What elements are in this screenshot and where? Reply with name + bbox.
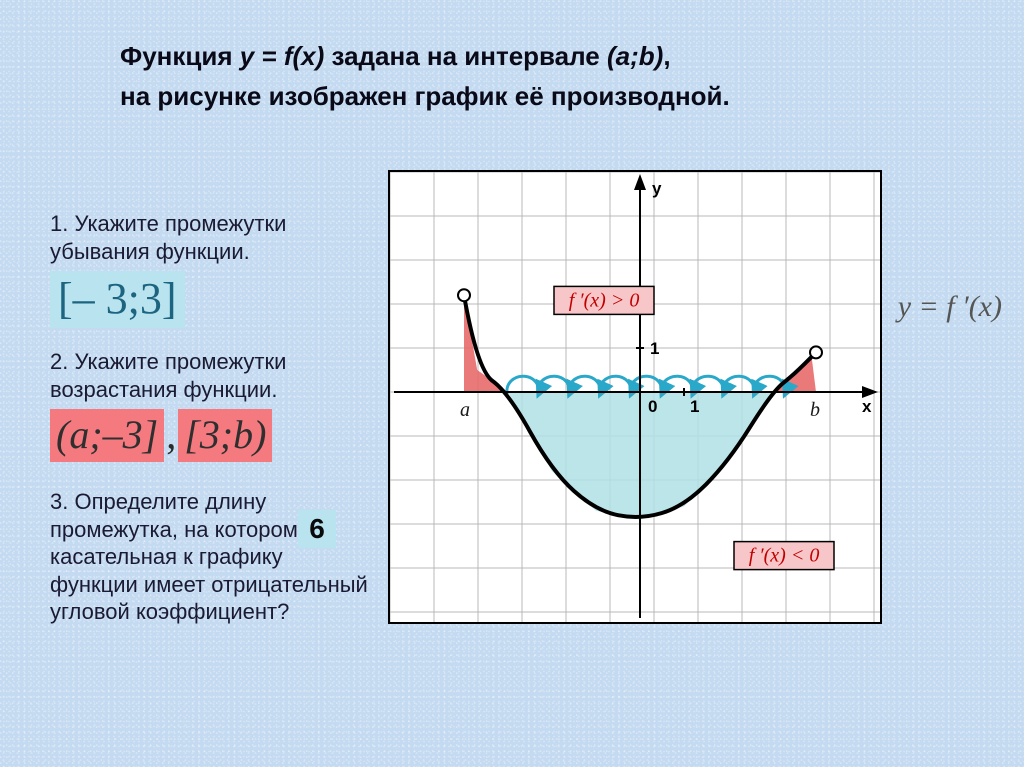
question-3: 3. Определите длину промежутка, на котор… xyxy=(50,488,370,626)
svg-text:b: b xyxy=(810,399,820,421)
question-2: 2. Укажите промежутки возрастания функци… xyxy=(50,348,370,403)
answer-2a: (a;–3] xyxy=(50,409,164,462)
title-post: , xyxy=(663,41,670,71)
svg-text:a: a xyxy=(460,399,470,421)
derivative-chart: y x 0 1 1 a b f ′(x) > 0 f ′(x) < 0 xyxy=(388,170,882,624)
left-column: 1. Укажите промежутки убывания функции. … xyxy=(50,190,370,626)
title-pre: Функция xyxy=(120,41,240,71)
svg-text:f ′(x) > 0: f ′(x) > 0 xyxy=(569,289,640,311)
answer-1: [– 3;3] xyxy=(50,271,185,328)
svg-text:1: 1 xyxy=(690,397,699,416)
svg-text:f ′(x) < 0: f ′(x) < 0 xyxy=(749,545,820,567)
title-line2: на рисунке изображен график её производн… xyxy=(120,81,730,111)
title-mid: задана на интервале xyxy=(324,41,607,71)
answer-2b: [3;b) xyxy=(178,409,272,462)
answer-2: (a;–3],[3;b) xyxy=(50,409,370,462)
answer-3: 6 xyxy=(298,510,336,548)
svg-text:0: 0 xyxy=(648,397,657,416)
title: Функция y = f(x) задана на интервале (a;… xyxy=(120,36,940,117)
answer-2-comma: , xyxy=(164,411,178,458)
title-func: y = f(x) xyxy=(240,41,325,71)
derivative-equation: y = f ′(x) xyxy=(898,290,1002,324)
svg-text:1: 1 xyxy=(650,339,659,358)
svg-text:x: x xyxy=(862,397,872,416)
svg-text:y: y xyxy=(652,179,662,198)
title-interval: (a;b) xyxy=(607,41,663,71)
question-1: 1. Укажите промежутки убывания функции. xyxy=(50,210,370,265)
